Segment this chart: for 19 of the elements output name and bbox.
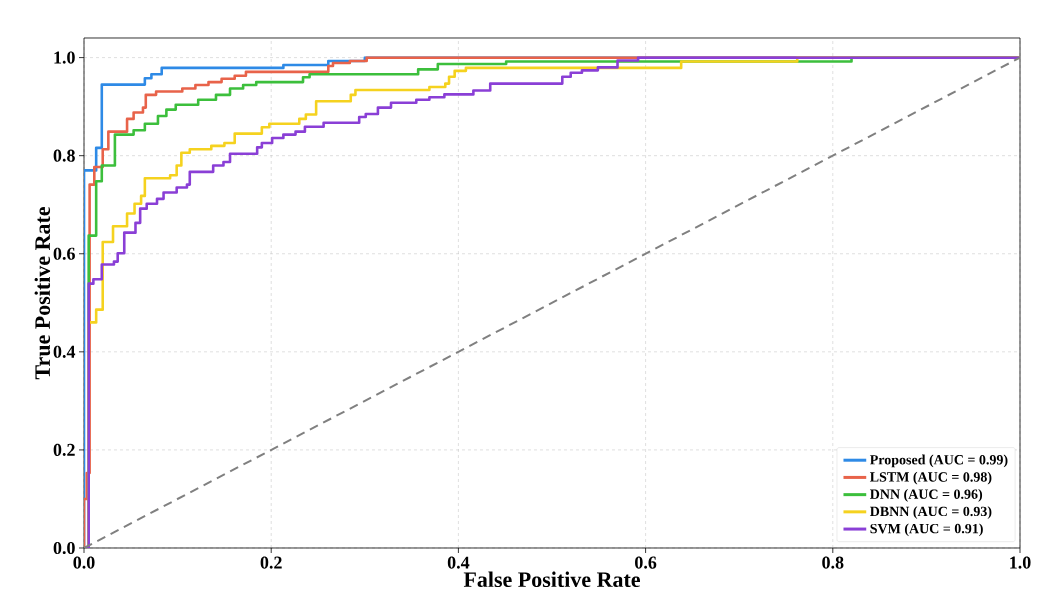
- x-tick-label: 0.8: [822, 556, 844, 569]
- y-axis-title: True Positive Rate: [34, 207, 51, 380]
- x-tick-label: 0.0: [73, 556, 95, 569]
- legend-label: SVM (AUC = 0.91): [870, 523, 983, 537]
- y-tick-label: 0.0: [53, 541, 75, 555]
- x-axis-title: False Positive Rate: [463, 571, 640, 588]
- x-tick-label: 0.6: [635, 556, 657, 569]
- y-tick-label: 0.6: [53, 247, 75, 260]
- x-tick-label: 1.0: [1010, 556, 1031, 569]
- y-tick-label: 0.2: [53, 443, 75, 457]
- legend-label: LSTM (AUC = 0.98): [869, 471, 992, 485]
- legend-label: DNN (AUC = 0.96): [869, 489, 983, 502]
- y-tick-label: 0.8: [53, 149, 75, 162]
- x-tick-label: 0.4: [447, 556, 470, 569]
- legend-label: DBNN (AUC = 0.93): [869, 506, 992, 519]
- y-tick-label: 1.0: [54, 51, 75, 64]
- y-tick-label: 0.4: [53, 345, 76, 358]
- legend-label: Proposed (AUC = 0.99): [869, 454, 1008, 468]
- x-tick-label: 0.2: [260, 556, 282, 569]
